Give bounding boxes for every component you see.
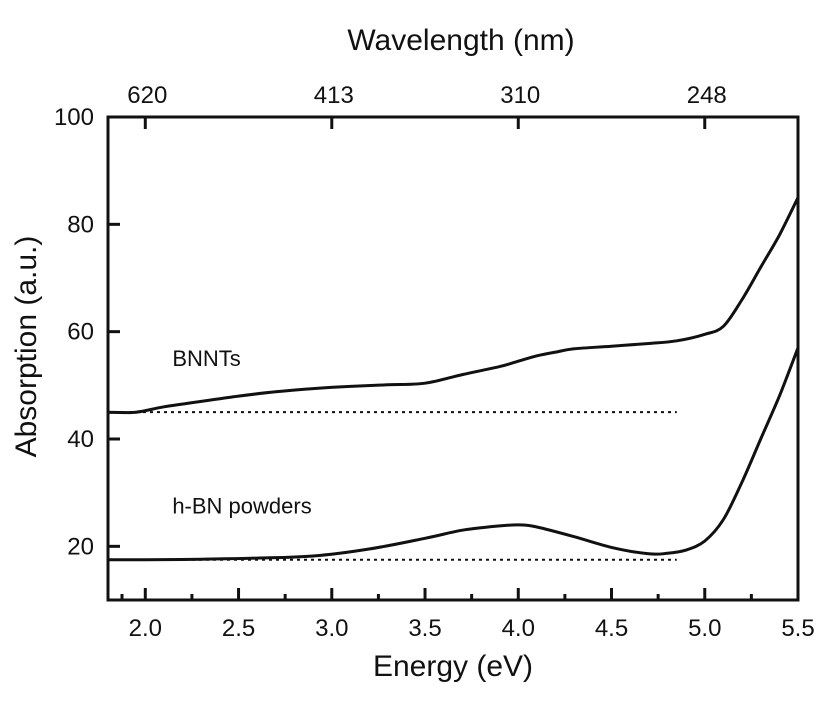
y-tick-label: 40 (67, 426, 94, 453)
data-series (106, 196, 800, 562)
y-tick-label: 60 (67, 319, 94, 346)
y-tick-label: 20 (67, 533, 94, 560)
series-line-bnnts (106, 196, 800, 415)
x-tick-label: 3.0 (315, 615, 348, 642)
x-tick-label: 2.5 (222, 615, 255, 642)
series-line-h-bn-powders (106, 346, 800, 562)
y-tick-label: 100 (54, 104, 94, 131)
annotation-label: BNNTs (172, 346, 240, 371)
x-tick-label: 2.0 (129, 615, 162, 642)
axis-tick-labels: 2.0 2.5 3.0 3.5 4.0 4.5 5.0 5.5 620 413 310 248 20 40… (54, 82, 815, 642)
x-tick-label: 5.5 (781, 615, 814, 642)
x-tick-label: 4.5 (595, 615, 628, 642)
plot-frame (106, 115, 800, 602)
baselines (108, 411, 677, 561)
top-tick-label: 413 (314, 82, 354, 109)
x-tick-label: 5.0 (688, 615, 721, 642)
annotations: BNNTs h-BN powders (172, 346, 311, 519)
top-tick-label: 310 (500, 82, 540, 109)
y-tick-label: 80 (67, 211, 94, 238)
x-axis-title: Energy (eV) (373, 650, 533, 683)
x-tick-label: 4.0 (502, 615, 535, 642)
x-tick-label: 3.5 (408, 615, 441, 642)
y-axis-title: Absorption (a.u.) (10, 236, 43, 458)
annotation-label: h-BN powders (172, 494, 311, 519)
axis-ticks (108, 115, 800, 600)
top-tick-label: 248 (687, 82, 727, 109)
top-axis-title: Wavelength (nm) (347, 24, 574, 57)
top-tick-label: 620 (127, 82, 167, 109)
